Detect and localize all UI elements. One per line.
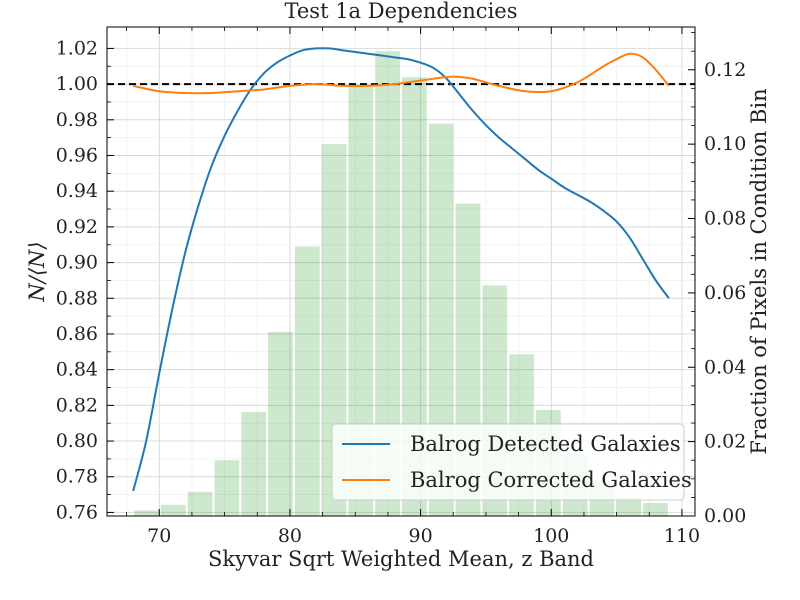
histogram-bar (160, 504, 186, 516)
y-tick-label: 0.82 (56, 394, 98, 416)
y-tick-label: 0.86 (56, 323, 98, 345)
legend: Balrog Detected Galaxies Balrog Correcte… (331, 423, 692, 501)
y2-tick-label: 0.06 (704, 282, 746, 304)
data-lines (107, 47, 695, 492)
legend-label-corrected: Balrog Corrected Galaxies (410, 468, 692, 492)
y-tick-label: 0.94 (56, 180, 98, 202)
y-tick-label: 0.92 (56, 216, 98, 238)
y-tick-label: 0.76 (56, 501, 98, 523)
y-axis-label: N/⟨N⟩ (25, 241, 49, 302)
histogram-bar (241, 411, 267, 516)
series-line-detected (132, 47, 670, 492)
y-tick-label: 0.88 (56, 287, 98, 309)
x-tick-label: 70 (147, 525, 171, 547)
x-tick-label: 110 (664, 525, 700, 547)
legend-box (331, 423, 685, 501)
histogram-bar (268, 331, 293, 516)
y-tick-label: 0.78 (56, 466, 98, 488)
y-tick-label: 0.98 (56, 109, 98, 131)
legend-label-detected: Balrog Detected Galaxies (410, 432, 681, 456)
y-tick-label: 1.00 (56, 73, 98, 95)
plot-frame (106, 26, 696, 517)
histogram-bar (616, 497, 642, 516)
y-tick-label: 0.96 (56, 144, 98, 166)
y2-axis-label: Fraction of Pixels in Condition Bin (747, 88, 771, 454)
y-tick-label: 0.80 (56, 430, 98, 452)
y-tick-label: 0.90 (56, 252, 98, 274)
y2-tick-label: 0.12 (704, 59, 746, 81)
y2-tick-label: 0.02 (704, 431, 746, 453)
histogram-bar (134, 510, 159, 516)
series-line-corrected (132, 52, 670, 95)
x-tick-label: 80 (278, 525, 302, 547)
x-tick-label: 90 (409, 525, 433, 547)
axis-ticks: 70 80 90 100 110 0.76 0.78 0.80 0.82 0.84 0.86 0.88… (56, 27, 746, 547)
y2-tick-label: 0.00 (704, 505, 746, 527)
x-axis-label: Skyvar Sqrt Weighted Mean, z Band (208, 547, 594, 571)
histogram-bar (187, 491, 213, 516)
x-tick-label: 100 (533, 525, 569, 547)
histogram-bar (214, 460, 240, 516)
y2-tick-label: 0.10 (704, 133, 746, 155)
histogram-bar (294, 246, 320, 517)
histogram-bar (643, 502, 668, 516)
y2-tick-label: 0.08 (704, 208, 746, 230)
y-tick-label: 0.84 (56, 359, 98, 381)
chart-title: Test 1a Dependencies (285, 0, 518, 23)
y-tick-label: 1.02 (56, 37, 98, 59)
y2-tick-label: 0.04 (704, 356, 746, 378)
